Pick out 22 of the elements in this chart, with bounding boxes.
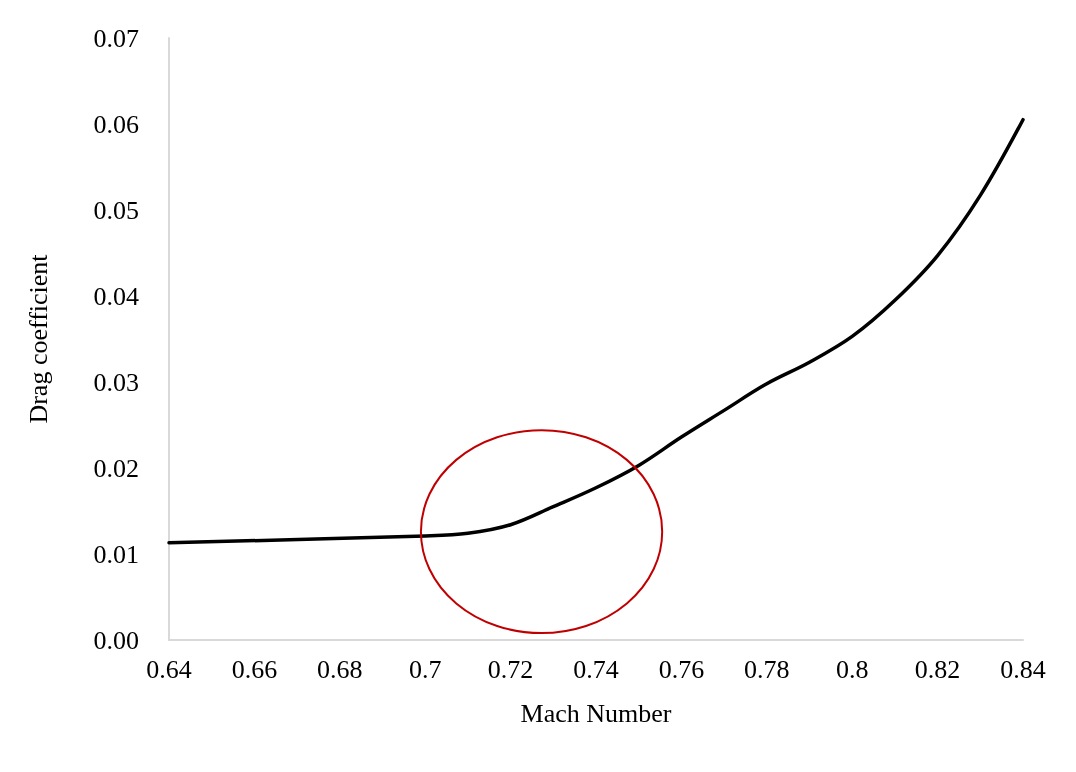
y-tick-label: 0.07 <box>93 23 139 53</box>
y-tick-label: 0.02 <box>93 453 139 483</box>
line-series <box>167 117 1025 545</box>
y-axis-title: Drag coefficient <box>23 253 53 424</box>
x-tick-label: 0.74 <box>573 654 619 684</box>
x-tick-label: 0.66 <box>231 654 278 684</box>
x-tick-label: 0.78 <box>744 654 790 684</box>
x-tick-label: 0.84 <box>1000 654 1046 684</box>
x-tick-label: 0.82 <box>914 654 961 684</box>
x-tick-label: 0.68 <box>317 654 363 684</box>
y-tick-label: 0.00 <box>93 625 139 655</box>
x-tick-label: 0.8 <box>835 654 869 684</box>
x-tick-label: 0.76 <box>658 654 705 684</box>
y-tick-label: 0.05 <box>93 195 139 225</box>
x-tick-label: 0.64 <box>146 654 192 684</box>
x-axis-title: Mach Number <box>520 698 672 728</box>
y-tick-label: 0.04 <box>93 281 139 311</box>
y-tick-label: 0.01 <box>93 539 139 569</box>
x-tick-label: 0.7 <box>408 654 442 684</box>
y-tick-label: 0.06 <box>93 109 139 139</box>
y-tick-label: 0.03 <box>93 367 139 397</box>
x-tick-label: 0.72 <box>487 654 534 684</box>
